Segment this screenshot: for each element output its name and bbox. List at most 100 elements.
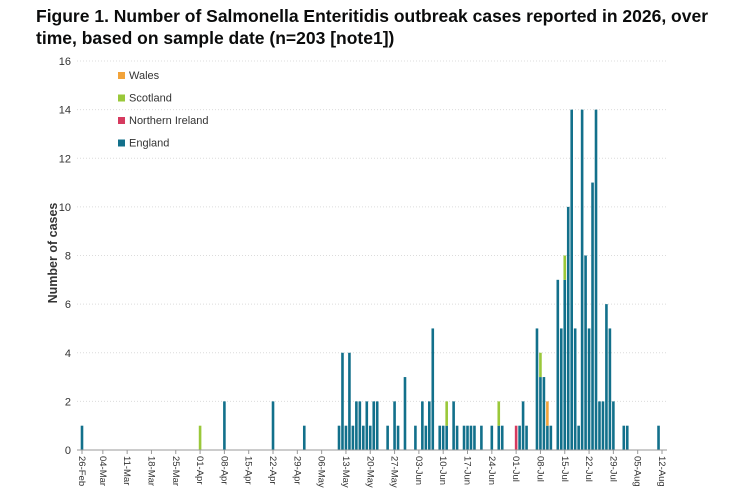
bar-england: [393, 401, 396, 451]
x-tick-label: 22-Jul: [583, 456, 594, 482]
x-tick-label: 12-Aug: [656, 456, 667, 487]
bars: [80, 109, 660, 451]
bar-wales: [546, 401, 549, 426]
bar-england: [271, 401, 275, 451]
bar-england: [455, 425, 459, 450]
bar-england: [424, 425, 428, 450]
bar-england: [584, 255, 587, 450]
legend-label: Scotland: [129, 93, 172, 105]
x-tick-label: 24-Jun: [486, 456, 497, 485]
bar-england: [396, 425, 400, 450]
bar-england: [480, 425, 483, 450]
bar-england: [622, 425, 626, 450]
legend-swatch: [118, 94, 125, 102]
bar-england: [549, 425, 553, 450]
bar-england: [386, 425, 389, 450]
bar-england: [438, 425, 442, 450]
bar-england: [566, 206, 570, 451]
x-tick-label: 18-Mar: [145, 456, 156, 486]
x-tick-label: 05-Aug: [632, 456, 643, 487]
x-tick-label: 15-Jul: [559, 456, 570, 482]
x-tick-label: 13-May: [340, 456, 351, 488]
bar-england: [521, 401, 525, 451]
bar-england: [302, 425, 306, 450]
bar-england: [559, 328, 563, 450]
legend-label: England: [129, 138, 169, 150]
gridlines: [77, 60, 667, 402]
bar-scotland: [445, 401, 448, 426]
bar-northern-ireland: [514, 425, 518, 450]
bar-england: [462, 425, 466, 450]
y-tick-label: 10: [59, 202, 71, 214]
x-tick-label: 08-Jul: [534, 456, 545, 482]
x-axis-ticks: 26-Feb 04-Mar 11-Mar 18-Mar 25-Mar 01-Apr 08-A…: [76, 450, 667, 488]
bar-england: [601, 401, 605, 451]
x-tick-label: 26-Feb: [76, 456, 87, 486]
x-tick-label: 22-Apr: [267, 456, 278, 485]
y-tick-label: 4: [65, 348, 71, 360]
bar-england: [337, 425, 341, 450]
bar-england: [358, 401, 362, 451]
bar-england: [525, 425, 528, 450]
bar-scotland: [539, 352, 542, 378]
bar-england: [497, 425, 501, 450]
bar-scotland: [563, 255, 567, 280]
chart-title: Figure 1. Number of Salmonella Enteritid…: [36, 6, 709, 48]
bar-england: [518, 425, 521, 450]
bar-england: [341, 352, 344, 450]
bar-england: [580, 109, 584, 451]
y-tick-label: 14: [59, 105, 71, 117]
bar-england: [598, 401, 601, 451]
x-tick-label: 11-Mar: [121, 456, 132, 485]
bar-england: [80, 425, 84, 450]
bar-england: [535, 328, 539, 450]
bar-england: [490, 425, 494, 450]
x-tick-label: 25-Mar: [170, 456, 181, 486]
x-tick-label: 06-May: [316, 456, 327, 488]
bar-england: [431, 328, 435, 450]
x-tick-label: 01-Jul: [510, 456, 521, 482]
bar-england: [414, 425, 417, 450]
x-tick-label: 03-Jun: [413, 456, 424, 485]
bar-england: [612, 401, 615, 451]
y-tick-label: 12: [59, 153, 71, 165]
bar-england: [428, 401, 431, 451]
bar-england: [577, 425, 580, 450]
bar-england: [368, 425, 372, 450]
y-tick-label: 0: [65, 445, 71, 457]
x-tick-label: 17-Jun: [462, 456, 473, 485]
bar-england: [372, 401, 376, 451]
x-tick-label: 29-Apr: [291, 456, 302, 485]
bar-england: [608, 328, 612, 450]
bar-england: [657, 425, 660, 450]
bar-england: [362, 425, 365, 450]
bar-england: [441, 425, 445, 450]
bar-england: [351, 425, 355, 450]
bar-england: [365, 401, 369, 451]
x-tick-label: 29-Jul: [607, 456, 618, 482]
x-tick-label: 20-May: [364, 456, 375, 488]
bar-england: [421, 401, 424, 451]
bar-england: [469, 425, 473, 450]
bar-england: [466, 425, 469, 450]
x-tick-label: 01-Apr: [194, 456, 205, 485]
y-tick-label: 2: [65, 396, 71, 408]
bar-england: [573, 328, 577, 450]
bar-england: [445, 425, 448, 450]
y-axis-label: Number of cases: [46, 203, 60, 304]
bar-england: [542, 377, 546, 450]
y-tick-label: 16: [59, 56, 71, 68]
bar-england: [223, 401, 226, 451]
bar-england: [539, 377, 542, 450]
bar-england: [344, 425, 348, 450]
bar-england: [594, 109, 598, 451]
x-tick-label: 08-Apr: [218, 456, 229, 485]
y-axis-ticks: 0 2 4 6 8 10 12 14 16: [59, 56, 71, 457]
bar-england: [605, 304, 608, 451]
y-tick-label: 8: [65, 251, 71, 263]
x-tick-label: 15-Apr: [243, 456, 254, 485]
legend-swatch: [118, 72, 125, 79]
bar-scotland: [198, 425, 202, 450]
legend-label: Northern Ireland: [129, 115, 209, 127]
